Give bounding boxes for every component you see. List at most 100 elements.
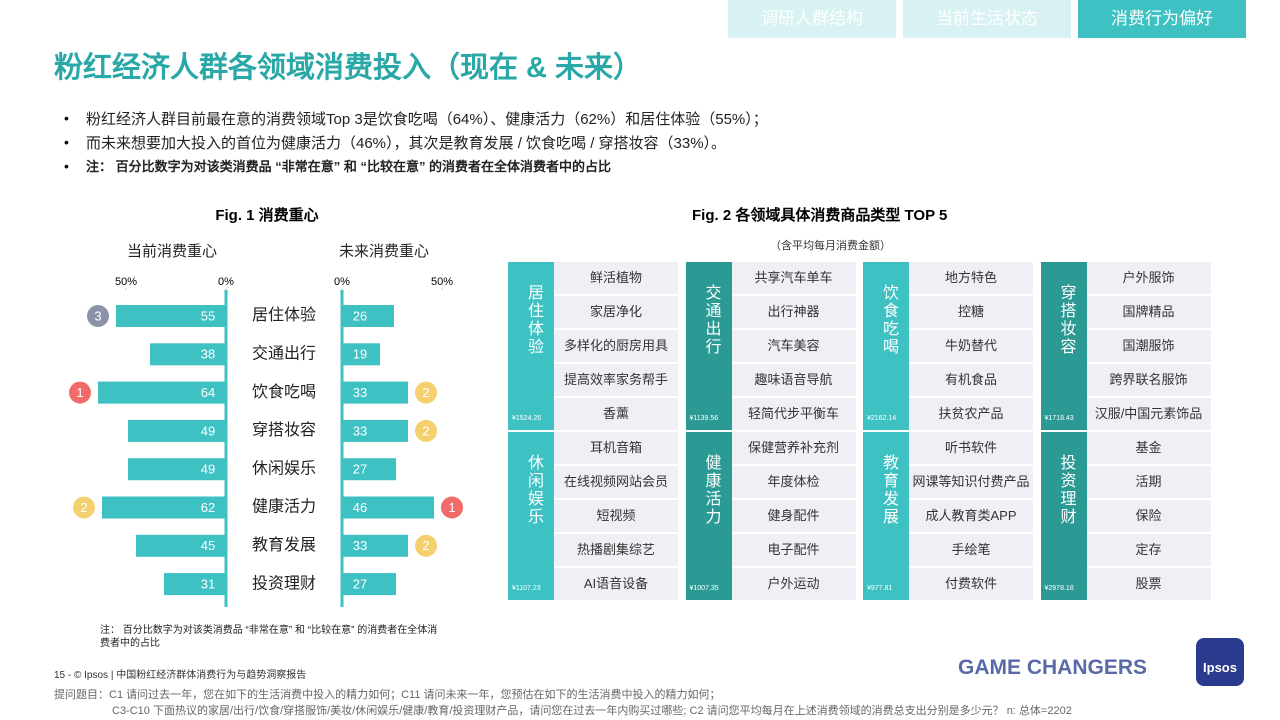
chart-title: Fig. 1 消费重心: [215, 206, 318, 224]
value-label: 31: [201, 577, 215, 592]
item-cell: 扶贫农产品: [909, 398, 1033, 430]
value-label: 33: [353, 385, 367, 400]
group-amount: ¥1524.26: [512, 415, 542, 422]
group-amount: ¥1139.56: [689, 415, 719, 422]
group-name: 投资理财: [1057, 454, 1075, 526]
x-tick-label: 0%: [334, 276, 350, 288]
group-name: 交通出行: [702, 284, 720, 356]
item-cell: 国潮服饰: [1086, 330, 1211, 362]
item-cell: 趣味语音导航: [731, 364, 856, 396]
group-amount: ¥1718.43: [1044, 415, 1074, 422]
bar: [342, 458, 396, 481]
value-label: 62: [201, 500, 215, 515]
brand: GAME CHANGERS: [958, 656, 1148, 679]
chart-note: 注： 百分比数字为对该类消费品 “非常在意” 和 “比较在意” 的消费者在全体消…: [100, 625, 438, 649]
bullet-dot: •: [64, 134, 69, 150]
rank-label: 2: [80, 500, 87, 515]
item-cell: AI语音设备: [554, 568, 678, 600]
category-label: 居住体验: [252, 306, 316, 324]
category-label: 饮食吃喝: [252, 383, 316, 401]
x-tick-label: 50%: [431, 276, 453, 288]
item-cell: 汉服/中国元素饰品: [1086, 398, 1211, 430]
group-amount: ¥2162.14: [867, 415, 897, 422]
item-cell: 付费软件: [909, 568, 1033, 600]
item-cell: 香薰: [554, 398, 678, 430]
item-cell: 控糖: [909, 296, 1033, 328]
nav-tab[interactable]: 消费行为偏好: [1078, 0, 1246, 38]
item-cell: 户外运动: [731, 568, 856, 600]
group-name: 居住体验: [525, 284, 542, 356]
nav-tab[interactable]: 调研人群结构: [728, 0, 896, 38]
group-amount: ¥2978.18: [1044, 585, 1074, 592]
category-label: 教育发展: [252, 536, 316, 554]
item-cell: 手绘笔: [909, 534, 1033, 566]
item-cell: 保健营养补充剂: [731, 432, 856, 464]
bar: [102, 496, 226, 519]
group-label: 投资理财 ¥2978.18: [1040, 432, 1087, 600]
bar: [164, 573, 226, 596]
item-cell: 共享汽车单车: [731, 262, 856, 294]
item-cell: 健身配件: [731, 500, 856, 532]
rank-badge: [441, 496, 463, 519]
logo: Ipsos: [1196, 638, 1244, 686]
value-label: 64: [201, 385, 215, 400]
group-amount: ¥1107.23: [512, 585, 541, 592]
rank-label: 2: [422, 385, 429, 400]
item-cell: 有机食品: [909, 364, 1033, 396]
value-label: 19: [353, 347, 367, 362]
item-cell: 活期: [1086, 466, 1211, 498]
value-label: 33: [353, 423, 367, 438]
item-cell: 家居净化: [554, 296, 678, 328]
rank-label: 2: [422, 538, 429, 553]
bullet-dot: •: [64, 110, 69, 126]
table-subtitle: （含平均每月消费金额）: [770, 240, 891, 252]
rank-label: 2: [422, 423, 429, 438]
item-cell: 户外服饰: [1086, 262, 1211, 294]
item-cell: 股票: [1086, 568, 1211, 600]
item-cell: 轻简代步平衡车: [731, 398, 856, 430]
page-title: 粉红经济人群各领域消费投入（现在 & 未来）: [54, 52, 643, 84]
item-cell: 定存: [1086, 534, 1211, 566]
table-title: Fig. 2 各领域具体消费商品类型 TOP 5: [692, 207, 948, 224]
bar: [342, 343, 380, 366]
rank-badge: [73, 496, 95, 519]
group-name: 教育发展: [880, 454, 897, 526]
item-cell: 热播剧集综艺: [554, 534, 678, 566]
group-label: 饮食吃喝 ¥2162.14: [863, 262, 909, 430]
rank-label: 1: [76, 385, 83, 400]
x-tick-label: 0%: [218, 276, 234, 288]
item-cell: 保险: [1086, 500, 1211, 532]
bar: [342, 305, 394, 327]
bullet-dot: •: [64, 158, 69, 174]
category-label: 穿搭妆容: [252, 421, 316, 439]
bar: [128, 458, 226, 481]
value-label: 26: [353, 308, 367, 323]
legend-label: 当前消费重心: [127, 243, 217, 260]
value-label: 27: [353, 462, 367, 477]
category-label: 交通出行: [252, 345, 316, 363]
group-name: 健康活力: [702, 454, 720, 526]
group-name: 穿搭妆容: [1057, 284, 1075, 356]
bar: [342, 534, 408, 557]
bullet-text: 粉红经济人群目前最在意的消费领域Top 3是饮食吃喝（64%）、健康活力（62%…: [86, 111, 768, 128]
nav-tab[interactable]: 当前生活状态: [903, 0, 1071, 38]
item-cell: 牛奶替代: [909, 330, 1033, 362]
bar: [98, 381, 226, 404]
value-label: 46: [353, 500, 367, 515]
group-amount: ¥1007.35: [689, 585, 719, 592]
value-label: 49: [201, 423, 215, 438]
category-label: 投资理财: [252, 574, 316, 592]
bar: [150, 343, 226, 366]
x-tick-label: 50%: [115, 276, 137, 288]
item-cell: 鲜活植物: [554, 262, 678, 294]
rank-badge: [415, 534, 437, 557]
rank-badge: [415, 381, 437, 404]
item-cell: 电子配件: [731, 534, 856, 566]
bar: [342, 381, 408, 404]
value-label: 38: [201, 347, 215, 362]
item-cell: 汽车美容: [731, 330, 856, 362]
question-note: C3-C10 下面热议的家居/出行/饮食/穿搭服饰/美妆/休闲娱乐/健康/教育/…: [112, 705, 1072, 717]
group-label: 穿搭妆容 ¥1718.43: [1040, 262, 1087, 430]
